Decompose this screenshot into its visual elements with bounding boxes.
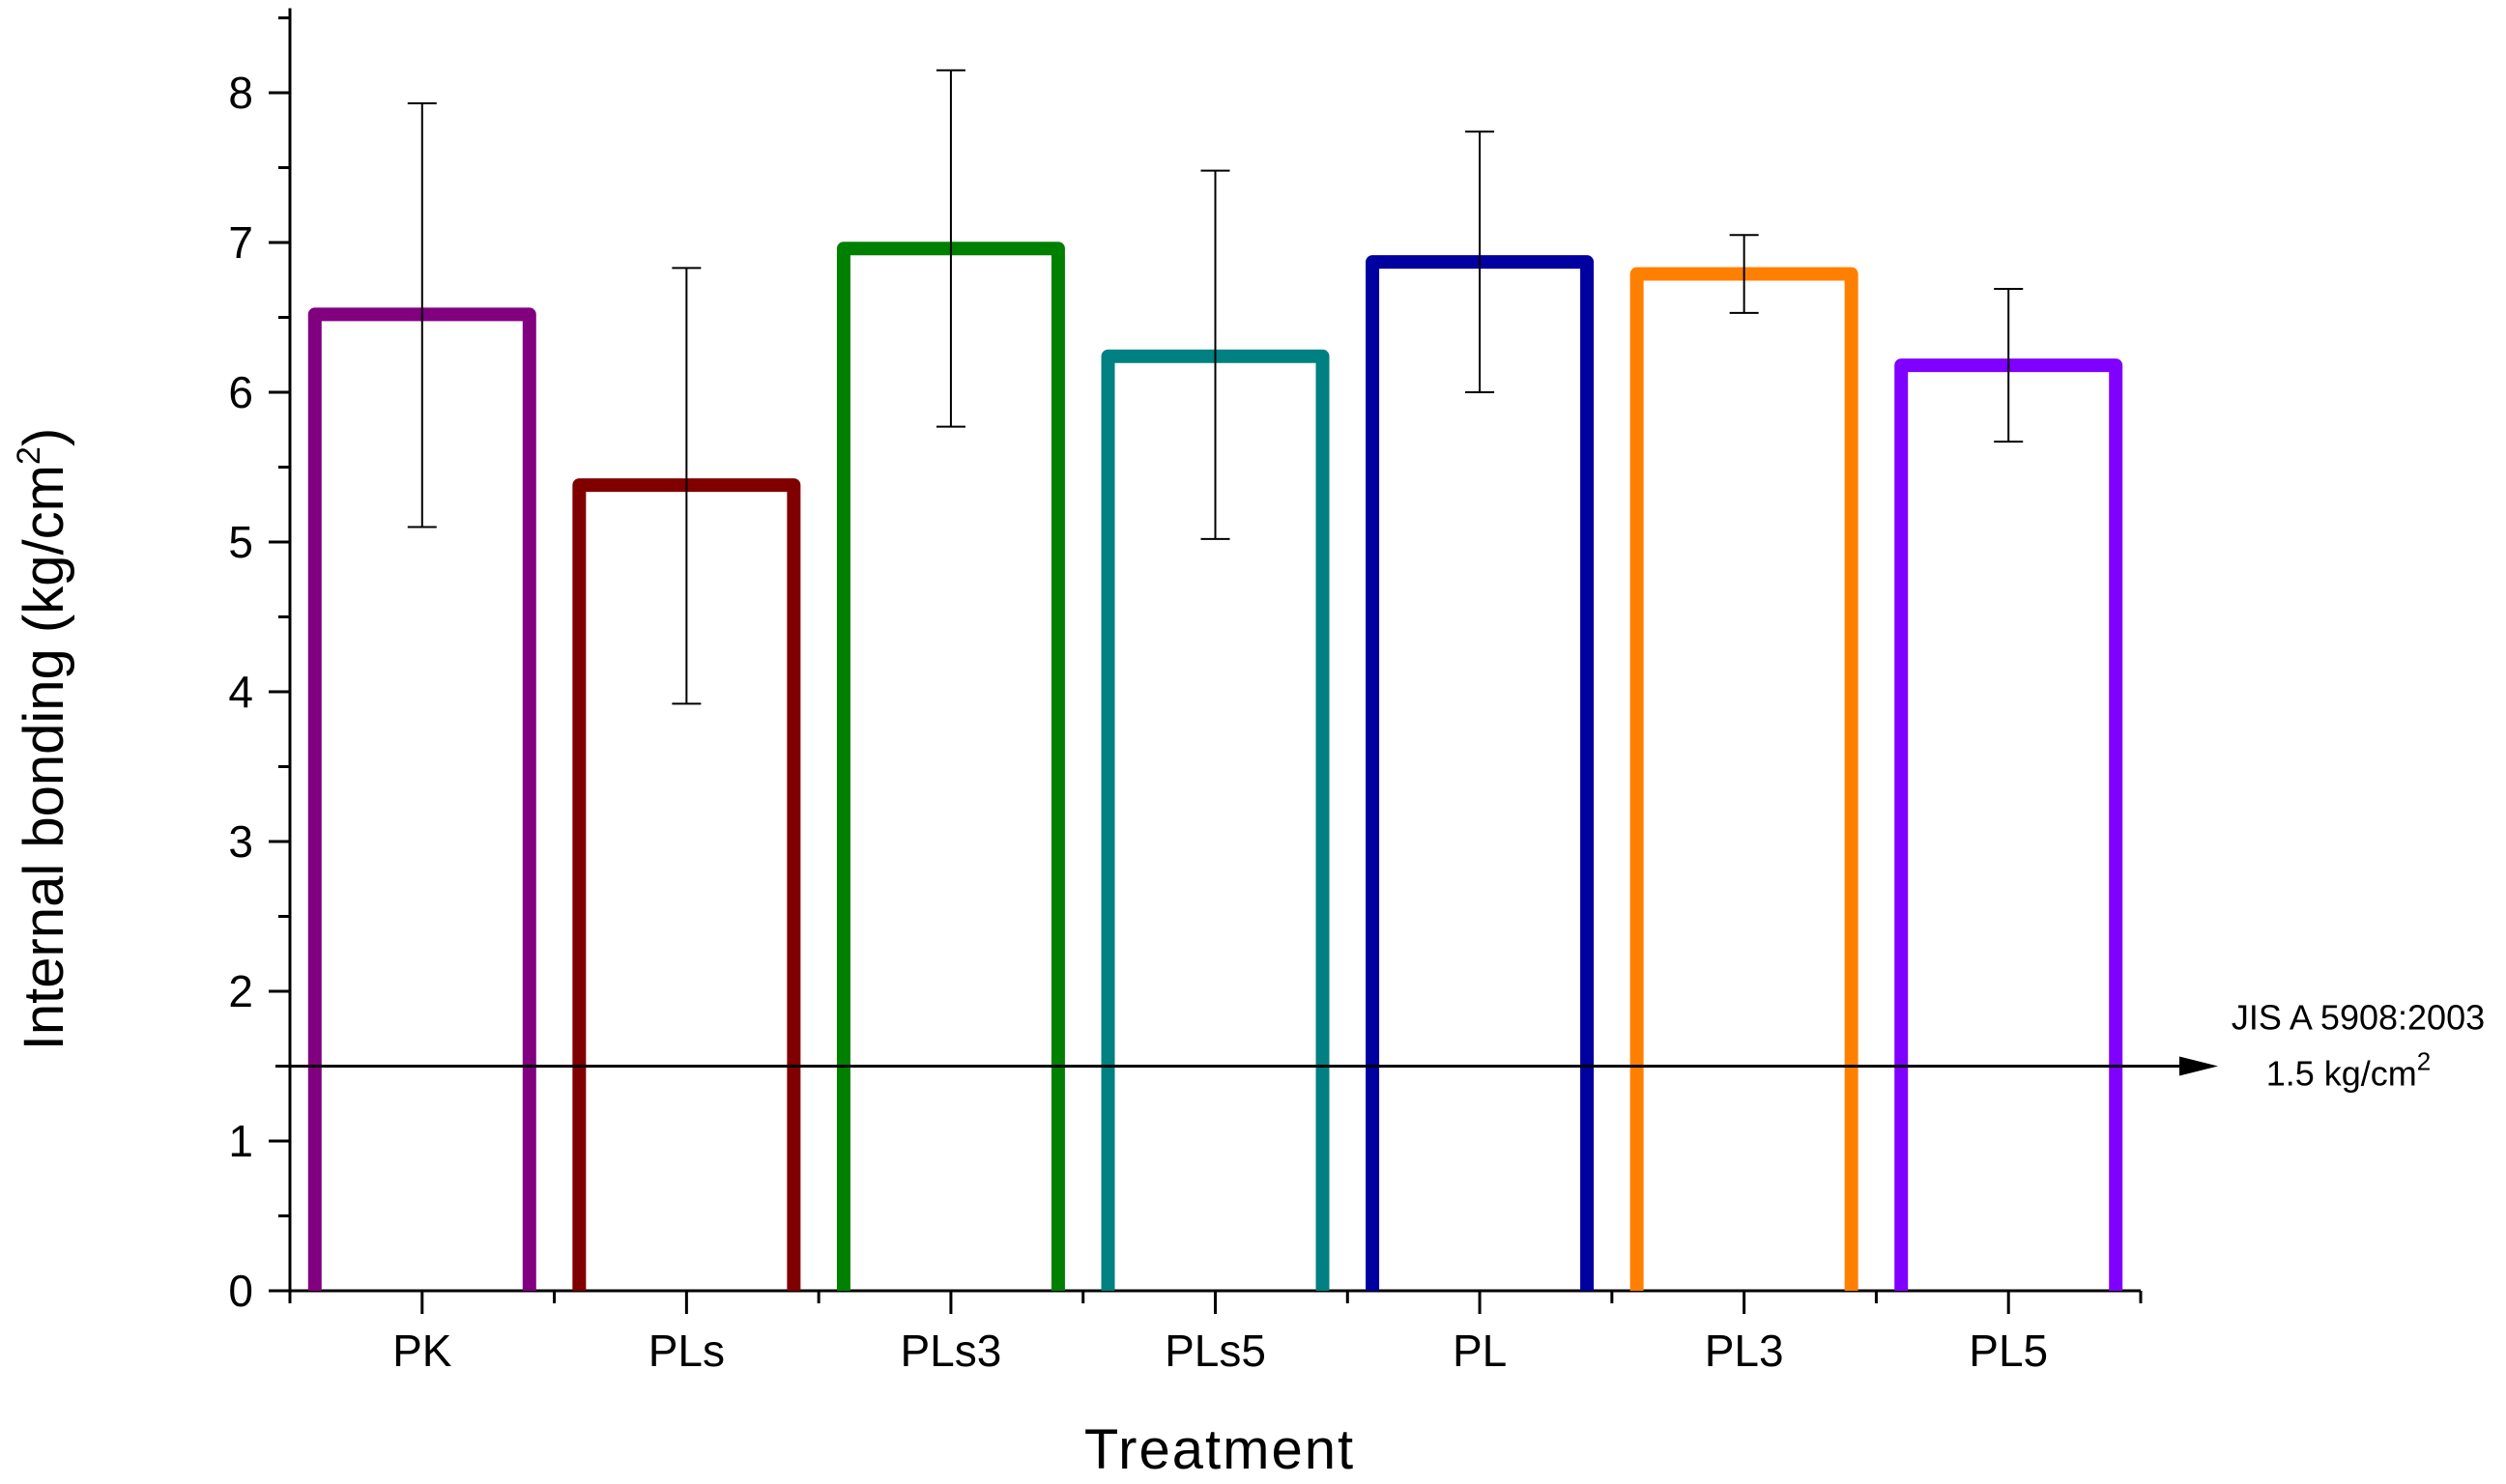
reference-label-value: 1.5 kg/cm2 [2266,1047,2432,1094]
y-tick-label: 5 [228,517,253,567]
y-tick-label: 8 [228,68,253,118]
error-bar-pls3 [936,69,965,428]
error-bar-pl5 [1994,288,2024,443]
reference-label-standard: JIS A 5908:2003 [2232,998,2485,1038]
x-axis-title: Treatment [1084,1418,1355,1481]
error-bar-pl [1465,130,1495,393]
reference-line-layer: JIS A 5908:2003 1.5 kg/cm2 [275,998,2485,1094]
error-bar-pls [672,267,702,705]
error-bar-pl3 [1729,234,1759,314]
reference-label-value-text: 1.5 kg/cm [2266,1054,2417,1094]
y-tick-label: 2 [228,966,253,1016]
x-tick-label: PL5 [1969,1326,2048,1376]
y-tick-label: 1 [228,1116,253,1166]
y-axis-title-sup: 2 [11,446,47,465]
y-axis-title-close: ) [13,428,75,446]
axes-layer: 0 1 2 3 4 5 6 7 8 PK PLs PLs3 PLs5 PL PL3 PL5 [228,8,2143,1376]
y-tick-label: 7 [228,217,253,268]
y-axis-title: Internal bonding (kg/cm2) [11,428,75,1050]
reference-label-sup: 2 [2417,1047,2431,1076]
bar-pl [1366,255,1595,1291]
y-axis-title-text: Internal bonding (kg/cm [13,465,75,1050]
error-bars-layer [407,69,2024,705]
y-tick-label: 6 [228,367,253,417]
x-tick-label: PLs [648,1326,725,1376]
x-tick-label: PLs3 [900,1326,1001,1376]
y-tick-label: 0 [228,1266,253,1316]
x-tick-label: PL3 [1705,1326,1784,1376]
bar-pl5 [1894,358,2123,1291]
bar-pl3 [1629,267,1858,1291]
reference-arrow-head [2179,1056,2218,1076]
y-tick-label: 3 [228,816,253,867]
error-bar-pk [407,101,437,528]
y-tick-label: 4 [228,667,253,717]
x-tick-label: PK [392,1326,452,1376]
x-tick-label: PL [1453,1326,1507,1376]
error-bar-pls5 [1200,169,1230,540]
x-tick-label: PLs5 [1165,1326,1266,1376]
